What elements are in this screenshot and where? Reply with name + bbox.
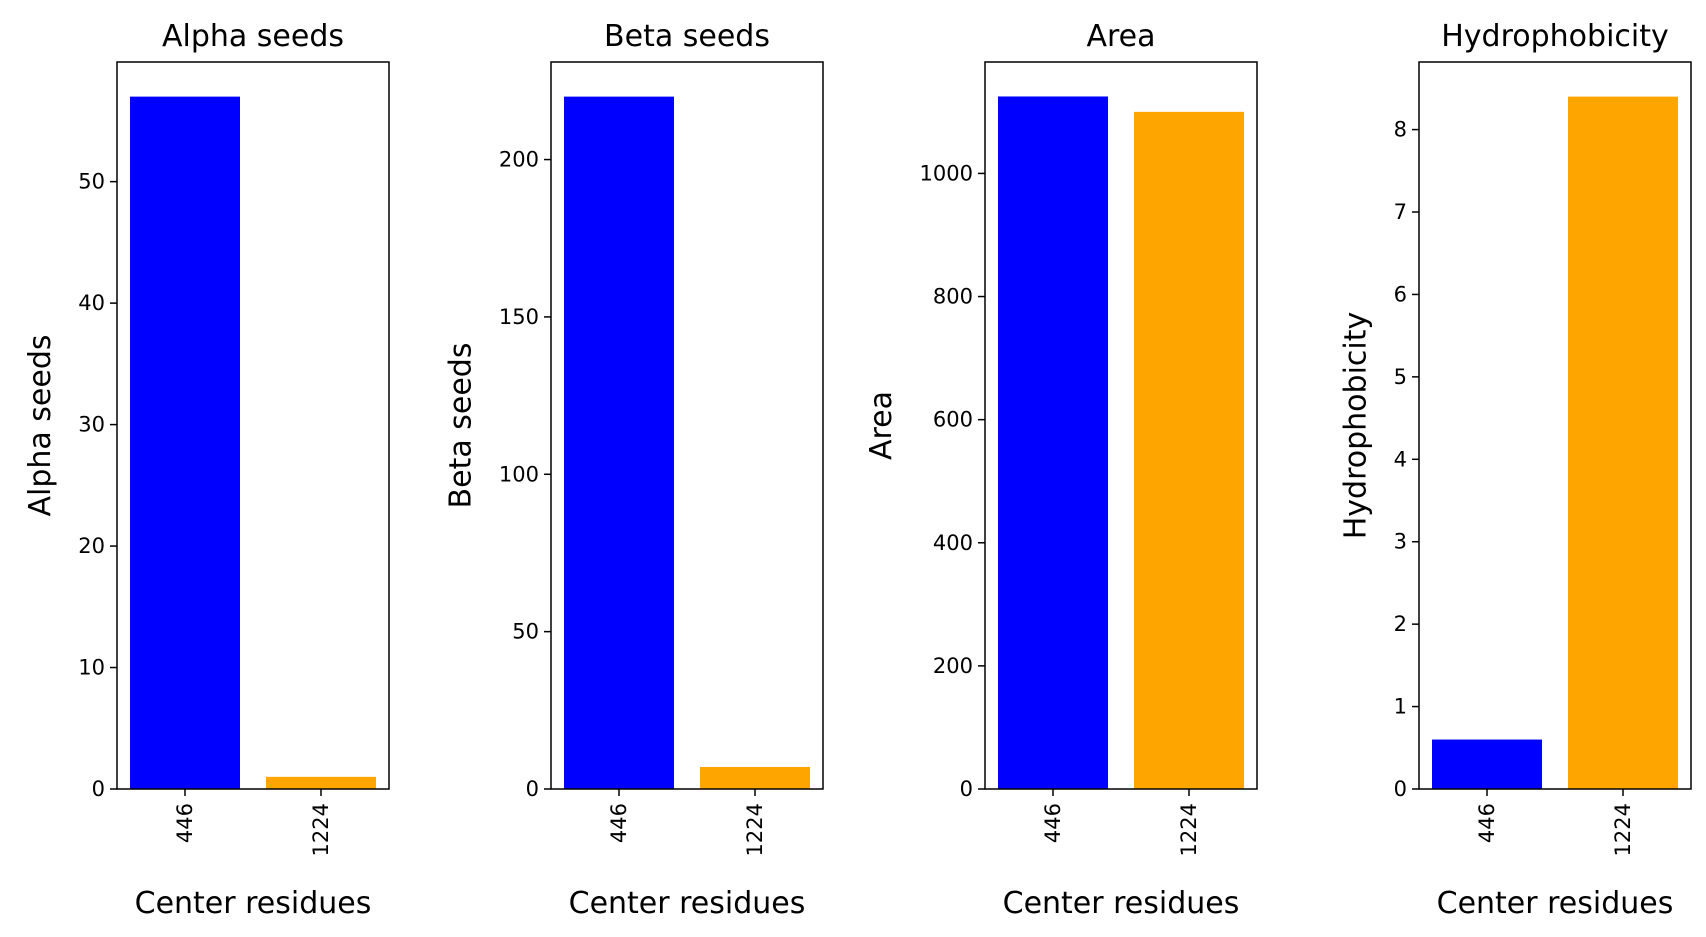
y-tick-label: 200 [499,148,539,172]
y-tick-label: 30 [78,413,105,437]
x-axis-label: Center residues [569,886,806,921]
y-tick-label: 600 [933,408,973,432]
x-tick-label: 1224 [743,803,767,856]
plot-frame [550,61,824,790]
x-tick-label: 446 [1475,803,1499,843]
y-tick-label: 8 [1394,118,1407,142]
bar-1224 [1134,111,1244,789]
y-tick-label: 150 [499,305,539,329]
y-tick-label: 0 [1394,777,1407,801]
x-axis-label: Center residues [1003,886,1240,921]
bar-446 [564,96,674,790]
x-tick-label: 446 [1041,803,1065,843]
bar-446 [1432,739,1542,789]
y-tick-label: 200 [933,654,973,678]
bar-1224 [266,776,376,789]
y-tick-label: 5 [1394,365,1407,389]
y-tick-label: 40 [78,291,105,315]
chart-panel-3: 446 1224 0 200 400 600 800 1000 Area Center resid… [864,19,1258,921]
y-tick-label: 100 [499,462,539,486]
chart-title: Hydrophobicity [1441,19,1669,54]
x-tick-label: 1224 [1611,803,1635,856]
y-tick-label: 1000 [920,161,973,185]
y-tick-label: 0 [526,777,539,801]
y-axis-label: Alpha seeds [23,334,58,516]
x-axis-label: Center residues [135,886,372,921]
bar-1224 [700,766,810,789]
x-tick-label: 1224 [1177,803,1201,856]
y-tick-label: 0 [92,777,105,801]
chart-panel-1: 446 1224 0 10 20 30 40 50 Alpha seeds Center resi… [23,19,390,921]
y-tick-label: 50 [512,620,539,644]
y-tick-label: 1 [1394,695,1407,719]
chart-panel-4: 446 1224 0 1 2 3 4 5 6 7 8 Hydrophobicity Center res… [1339,19,1692,921]
y-tick-label: 50 [78,170,105,194]
y-axis-label: Beta seeds [444,343,479,509]
x-axis-label: Center residues [1437,886,1674,921]
y-axis-label: Hydrophobicity [1339,312,1374,540]
y-tick-label: 7 [1394,200,1407,224]
bar-1224 [1568,96,1678,790]
y-tick-label: 4 [1394,447,1407,471]
y-tick-label: 3 [1394,530,1407,554]
y-tick-label: 20 [78,534,105,558]
plot-frame [1418,61,1692,790]
y-axis-label: Area [864,391,899,460]
chart-title: Area [1086,19,1155,54]
chart-title: Beta seeds [604,19,770,54]
y-tick-label: 800 [933,285,973,309]
chart-title: Alpha seeds [162,19,344,54]
plot-frame [984,61,1258,790]
bar-446 [998,96,1108,790]
y-tick-label: 2 [1394,612,1407,636]
y-tick-label: 0 [960,777,973,801]
plot-frame [116,61,390,790]
y-tick-label: 10 [78,656,105,680]
x-tick-label: 446 [607,803,631,843]
chart-panel-2: 446 1224 0 50 100 150 200 Beta seeds Center resi… [444,19,824,921]
x-tick-label: 446 [173,803,197,843]
x-tick-label: 1224 [309,803,333,856]
y-tick-label: 6 [1394,282,1407,306]
bar-446 [130,96,240,790]
y-tick-label: 400 [933,531,973,555]
